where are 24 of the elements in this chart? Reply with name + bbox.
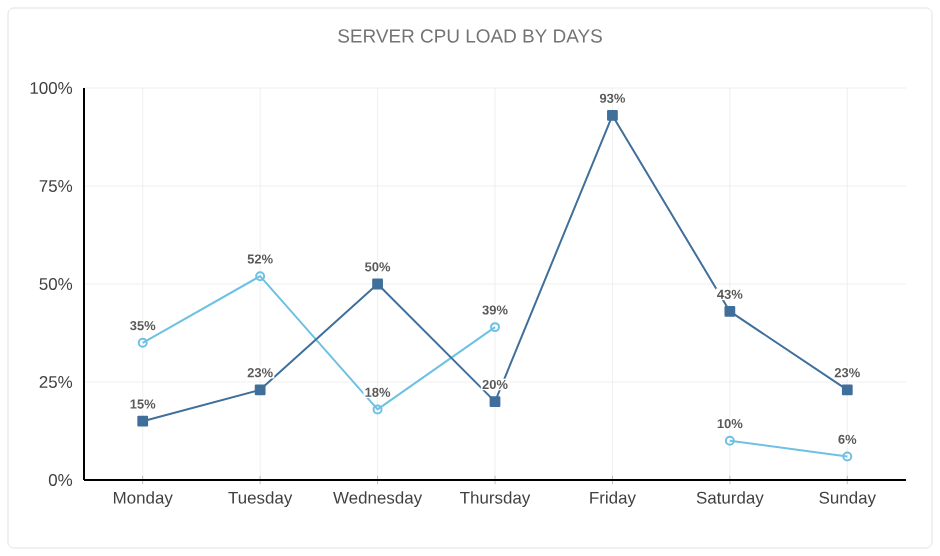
x-tick-label: Thursday	[460, 491, 531, 508]
point	[372, 404, 383, 415]
point	[724, 435, 735, 446]
point	[607, 110, 618, 121]
point	[841, 384, 853, 396]
chart-title: SERVER CPU LOAD BY DAYS	[338, 29, 602, 43]
y-tick-label: 100%	[30, 82, 73, 94]
point	[254, 384, 266, 396]
x-tick-label: Wednesday	[333, 491, 423, 508]
x-tick-label: Saturday	[696, 491, 764, 508]
x-tick-label: Friday	[590, 491, 636, 508]
y-tick-label: 25%	[39, 376, 73, 388]
y-tick-label: 75%	[39, 180, 73, 192]
x-tick-label: Tuesday	[228, 491, 293, 508]
point	[489, 396, 501, 407]
y-tick-label: 50%	[39, 278, 73, 290]
point	[724, 306, 736, 317]
point	[255, 271, 266, 282]
point	[372, 278, 383, 290]
point	[137, 415, 149, 427]
x-tick-label: Sunday	[819, 491, 876, 508]
x-tick-label: Monday	[113, 491, 173, 508]
point	[490, 322, 500, 333]
y-tick-label: 0%	[48, 474, 73, 486]
